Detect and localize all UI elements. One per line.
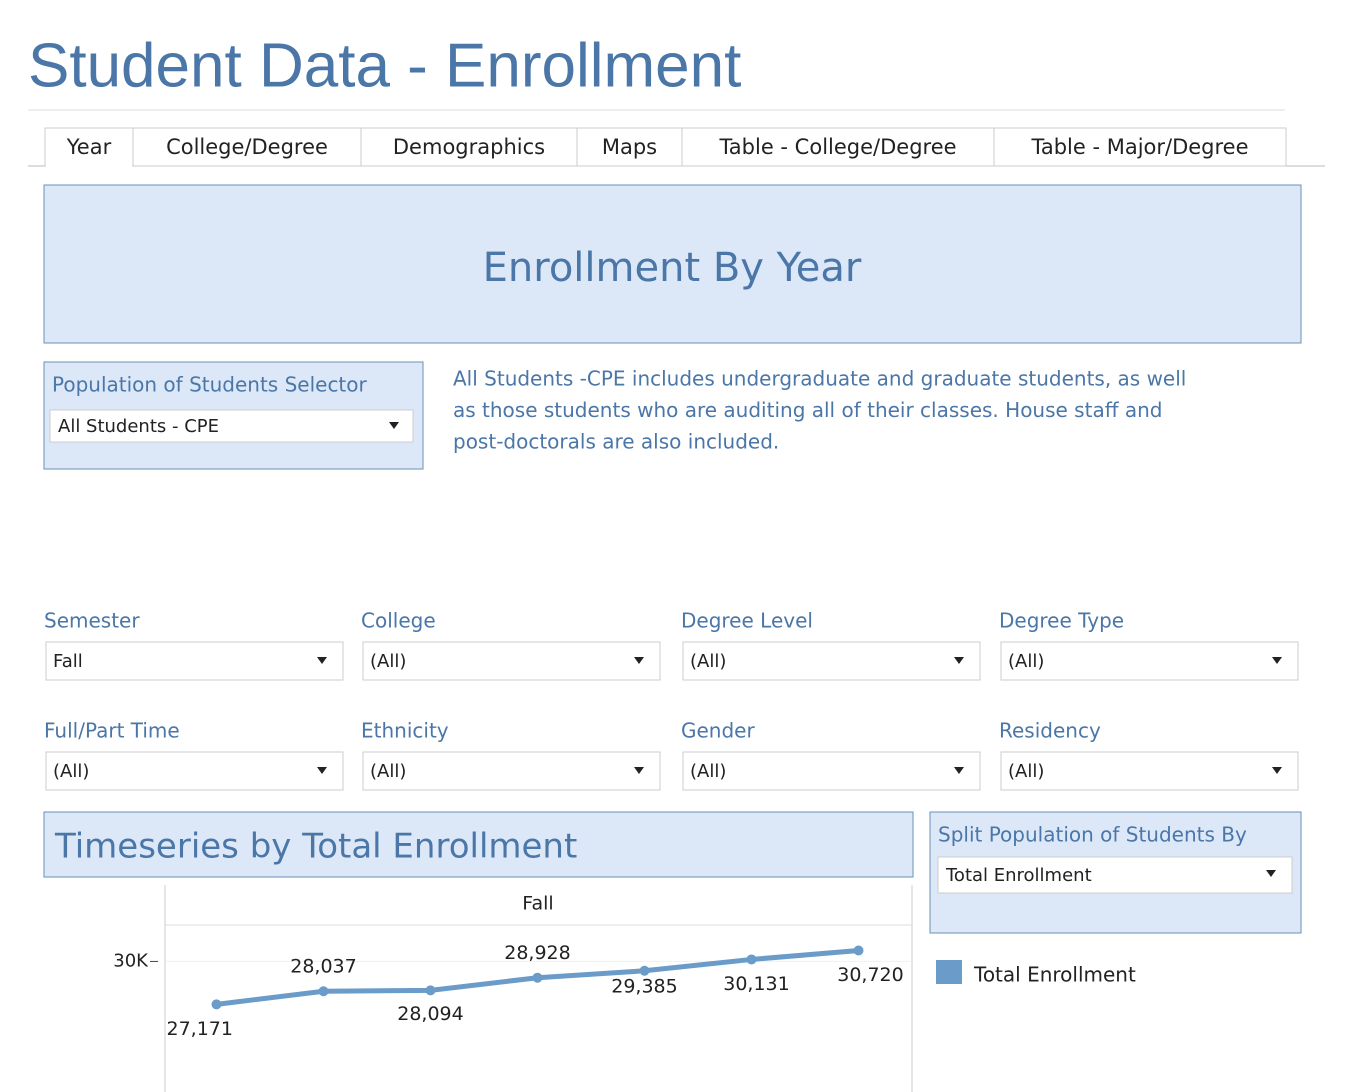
- tab-label: Year: [66, 135, 112, 159]
- dropdown-value: Fall: [53, 651, 83, 672]
- chart-panel-header: [43, 811, 914, 878]
- dropdown-arrow: [634, 657, 644, 664]
- dropdown-arrow: [317, 657, 327, 664]
- filter-label: Gender: [681, 719, 755, 743]
- point: [853, 945, 864, 956]
- dropdown-value: Total Enrollment: [945, 865, 1092, 886]
- filter-label: Semester: [44, 609, 140, 633]
- dropdown-arrow: [954, 767, 964, 774]
- description-line: post-doctorals are also included.: [453, 430, 779, 454]
- chart-panel-title: Timeseries by Total Enrollment: [54, 827, 577, 867]
- dropdown-arrow: [389, 422, 399, 429]
- data-label: 29,385: [611, 975, 677, 997]
- banner-title: Enrollment By Year: [483, 245, 862, 291]
- dropdown[interactable]: [362, 751, 661, 791]
- dropdown[interactable]: [682, 641, 981, 681]
- dropdown-value: (All): [53, 761, 89, 782]
- facet-label: Fall: [522, 893, 553, 915]
- description-line: All Students -CPE includes undergraduate…: [453, 367, 1186, 391]
- banner: [43, 184, 1302, 344]
- dropdown-value: (All): [690, 651, 726, 672]
- point: [639, 965, 650, 976]
- dropdown-arrow: [1272, 657, 1282, 664]
- dropdown-value: All Students - CPE: [58, 416, 219, 437]
- dropdown-arrow: [634, 767, 644, 774]
- tab-label: Demographics: [393, 135, 545, 159]
- filter-label: Degree Type: [999, 609, 1124, 633]
- tab[interactable]: [993, 127, 1287, 167]
- point: [425, 985, 436, 996]
- data-label: 28,037: [290, 956, 356, 978]
- data-label: 28,928: [504, 942, 570, 964]
- dropdown-arrow: [1266, 870, 1276, 877]
- filter-label: Ethnicity: [361, 719, 449, 743]
- tab-label: Table - College/Degree: [718, 135, 956, 159]
- dropdown[interactable]: [362, 641, 661, 681]
- data-label: 30,131: [723, 973, 789, 995]
- selector-label: Population of Students Selector: [52, 373, 368, 397]
- page-title: Student Data - Enrollment: [28, 31, 741, 100]
- dropdown[interactable]: [682, 751, 981, 791]
- dropdown-value: (All): [370, 761, 406, 782]
- point: [532, 972, 543, 983]
- dropdown-value: (All): [370, 651, 406, 672]
- point: [318, 986, 329, 997]
- tab-label: College/Degree: [166, 135, 328, 159]
- data-label: 27,171: [167, 1018, 233, 1040]
- data-label: 28,094: [397, 1003, 463, 1025]
- y-tick-label: 30K: [113, 950, 149, 971]
- dropdown-value: (All): [1008, 651, 1044, 672]
- legend-label: Total Enrollment: [973, 963, 1136, 987]
- dropdown-arrow: [954, 657, 964, 664]
- dropdown[interactable]: [49, 409, 414, 443]
- dropdown[interactable]: [1000, 751, 1299, 791]
- filter-label: Residency: [999, 719, 1101, 743]
- split-label: Split Population of Students By: [938, 823, 1247, 847]
- dropdown-value: (All): [1008, 761, 1044, 782]
- point: [211, 999, 222, 1010]
- filter-label: College: [361, 609, 436, 633]
- filter-label: Full/Part Time: [44, 719, 180, 743]
- dropdown[interactable]: [937, 856, 1293, 894]
- dropdown-value: (All): [690, 761, 726, 782]
- tab[interactable]: [360, 127, 578, 167]
- dropdown[interactable]: [1000, 641, 1299, 681]
- legend-swatch: [936, 960, 962, 984]
- dropdown[interactable]: [45, 751, 344, 791]
- point: [746, 954, 757, 965]
- dropdown-arrow: [1272, 767, 1282, 774]
- dropdown[interactable]: [45, 641, 344, 681]
- tab[interactable]: [681, 127, 995, 167]
- description-line: as those students who are auditing all o…: [453, 398, 1162, 422]
- tab-label: Table - Major/Degree: [1030, 135, 1248, 159]
- data-label: 30,720: [837, 964, 903, 986]
- filter-label: Degree Level: [681, 609, 813, 633]
- tab-label: Maps: [602, 135, 657, 159]
- dropdown-arrow: [317, 767, 327, 774]
